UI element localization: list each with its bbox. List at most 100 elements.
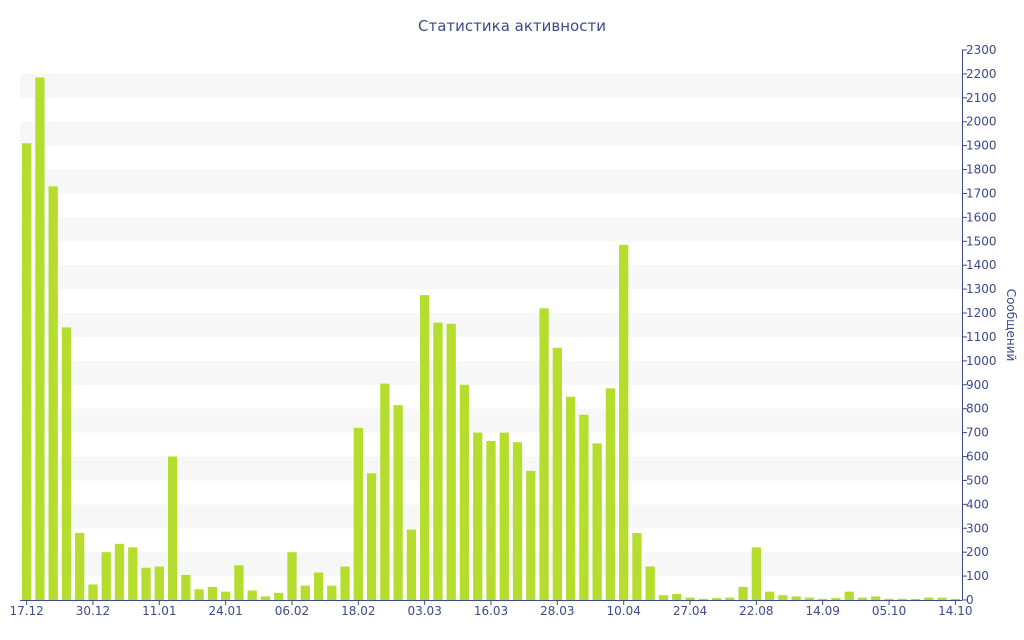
bar (353, 427, 363, 600)
y-tick-label: 1800 (966, 163, 997, 177)
bar (473, 432, 483, 600)
bar (406, 529, 417, 600)
bar (35, 77, 45, 600)
bar (552, 347, 562, 600)
bar (154, 566, 164, 600)
grid-band (20, 313, 962, 337)
x-tick-labels: 17.12 30.12 11.01 24.01 06.02 18.02 03.03 16.03… (9, 604, 972, 618)
x-tick-label: 06.02 (275, 604, 309, 618)
bar (260, 596, 271, 600)
x-tick-label: 17.12 (9, 604, 43, 618)
bar (937, 597, 947, 600)
y-tick-label: 2000 (966, 115, 997, 129)
y-tick-label: 1100 (966, 330, 997, 344)
bar (499, 432, 509, 600)
bar (592, 443, 602, 600)
y-tick-label: 1300 (966, 282, 997, 296)
y-tick-label: 1200 (966, 306, 997, 320)
grid-band (20, 265, 962, 290)
y-tick-label: 1600 (966, 210, 997, 224)
x-tick-label: 30.12 (76, 604, 110, 618)
bar (300, 585, 310, 600)
bar (526, 470, 536, 600)
y-tick-label: 800 (966, 402, 989, 416)
bar (114, 543, 125, 600)
bar (711, 598, 722, 600)
bar (844, 591, 854, 600)
x-tick-label: 27.04 (673, 604, 707, 618)
bar (645, 566, 655, 600)
bar (512, 442, 523, 600)
bar (327, 585, 337, 600)
bar (21, 143, 32, 600)
bar (818, 598, 828, 600)
y-tick-label: 2300 (966, 43, 997, 57)
x-tick-label: 22.08 (739, 604, 773, 618)
y-tick-label: 1900 (966, 139, 997, 153)
bar (393, 405, 403, 600)
bar (446, 323, 456, 600)
y-tick-labels: 0 100 200 300 400 500 600 700 800 900 1000 1100 1200… (966, 43, 997, 607)
bar (486, 440, 496, 600)
bar (751, 547, 761, 600)
bar (459, 384, 470, 600)
bar (141, 567, 151, 600)
bar (194, 589, 204, 600)
bar (884, 598, 894, 600)
bar (287, 552, 297, 600)
bar (950, 598, 961, 600)
chart-title: Статистика активности (418, 17, 606, 35)
x-tick-label: 28.03 (540, 604, 574, 618)
bar (366, 473, 377, 600)
bar (181, 574, 191, 600)
bar (871, 596, 881, 600)
bar (274, 592, 284, 600)
x-tick-label: 11.01 (142, 604, 176, 618)
bar (619, 244, 629, 601)
bar (420, 295, 430, 600)
y-tick-label: 500 (966, 473, 989, 487)
grid-band (20, 73, 962, 98)
bar (88, 584, 98, 600)
bar (221, 591, 231, 600)
bar (48, 186, 58, 600)
bars (21, 77, 961, 601)
bar (632, 533, 642, 600)
bar (75, 533, 85, 600)
bar (764, 591, 775, 600)
bar (910, 598, 921, 600)
y-tick-label: 1500 (966, 234, 997, 248)
bar (167, 456, 178, 600)
bar (725, 597, 735, 600)
y-tick-label: 200 (966, 545, 989, 559)
bar (313, 572, 324, 600)
y-tick-label: 1700 (966, 186, 997, 200)
y-axis-title: Сообщений (1004, 289, 1018, 362)
bar (672, 594, 682, 600)
y-tick-label: 900 (966, 378, 989, 392)
bar (924, 597, 934, 600)
x-tick-label: 03.03 (407, 604, 441, 618)
bar (831, 598, 841, 600)
bar (539, 308, 549, 600)
bar (247, 590, 257, 600)
y-tick-label: 1400 (966, 258, 997, 272)
grid-band (20, 408, 962, 433)
y-tick-label: 0 (966, 593, 974, 607)
bar (658, 595, 669, 600)
x-tick-label: 14.10 (938, 604, 972, 618)
x-tick-label: 18.02 (341, 604, 375, 618)
bar (804, 597, 815, 600)
grid-bands (20, 73, 962, 577)
bar (605, 388, 616, 600)
bar (565, 396, 576, 600)
y-tick-label: 300 (966, 521, 989, 535)
bar (128, 547, 138, 600)
bar (101, 552, 111, 600)
y-tick-label: 2100 (966, 91, 997, 105)
y-tick-label: 600 (966, 450, 989, 464)
x-tick-label: 14.09 (806, 604, 840, 618)
bar (698, 598, 708, 600)
x-tick-label: 05.10 (872, 604, 906, 618)
